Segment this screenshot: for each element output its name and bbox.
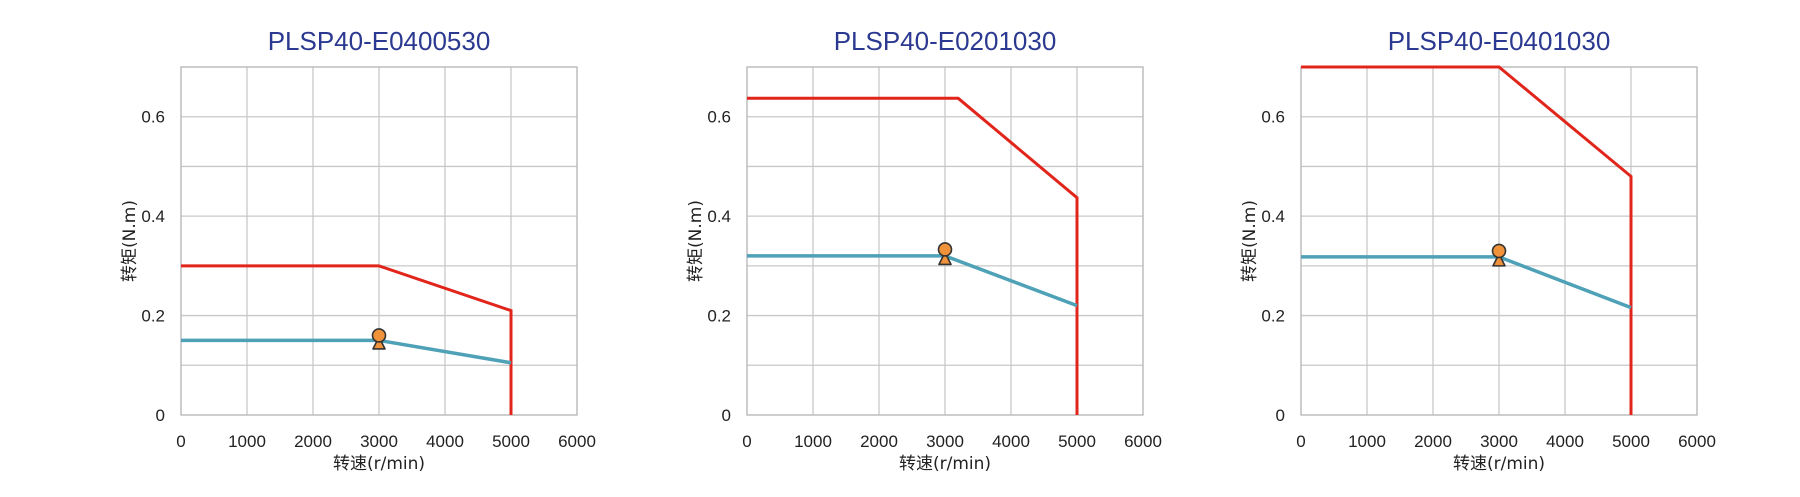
chart-3-y-axis-label: 转矩(N.m) [1240, 200, 1260, 282]
chart-3-peak-torque-line [1301, 65, 1633, 415]
chart-3-rated-triangle-marker [1492, 253, 1506, 267]
chart-2-x-tick-label: 0 [742, 432, 751, 451]
chart-2-x-tick-label: 6000 [1124, 432, 1162, 451]
chart-1-title: PLSP40-E0400530 [268, 26, 491, 56]
chart-1-plot-frame [180, 66, 578, 416]
chart-3-rated-circle-marker [1491, 243, 1507, 259]
chart-2-x-tick-label: 4000 [992, 432, 1030, 451]
chart-2-plot-frame [746, 66, 1144, 416]
chart-1-x-tick-label: 5000 [492, 432, 530, 451]
chart-2-title: PLSP40-E0201030 [834, 26, 1057, 56]
chart-2-x-tick-label: 5000 [1058, 432, 1096, 451]
chart-1-y-tick-label: 0 [156, 406, 165, 425]
chart-1-x-tick-label: 6000 [558, 432, 596, 451]
chart-3-x-tick-label: 3000 [1480, 432, 1518, 451]
chart-2-rated-triangle-marker [938, 251, 952, 266]
chart-2-y-axis-label: 转矩(N.m) [686, 200, 706, 282]
chart-3-x-axis-label: 转速(r/min) [1453, 454, 1545, 474]
chart-3-x-tick-label: 4000 [1546, 432, 1584, 451]
chart-2-y-tick-label: 0.4 [707, 207, 731, 226]
chart-1: PLSP40-E0400530 0 1000 2000 3000 4000 5000 6000… [120, 26, 596, 474]
chart-3-title: PLSP40-E0401030 [1388, 26, 1611, 56]
chart-2-x-tick-label: 2000 [860, 432, 898, 451]
chart-1-y-tick-label: 0.4 [141, 207, 165, 226]
chart-3-y-tick-label: 0.2 [1261, 307, 1285, 326]
chart-1-x-axis-label: 转速(r/min) [333, 454, 425, 474]
chart-2-y-tick-label: 0 [722, 406, 731, 425]
chart-1-rated-triangle-marker [372, 336, 386, 350]
chart-3-x-tick-label: 1000 [1348, 432, 1386, 451]
chart-1-y-axis-label: 转矩(N.m) [120, 200, 140, 282]
chart-2-y-tick-label: 0.6 [707, 108, 731, 127]
chart-2-peak-torque-line [747, 96, 1079, 415]
chart-2-x-axis-label: 转速(r/min) [899, 454, 991, 474]
chart-1-x-tick-label: 0 [176, 432, 185, 451]
chart-3-x-tick-label: 2000 [1414, 432, 1452, 451]
chart-1-x-tick-label: 1000 [228, 432, 266, 451]
chart-1-rated-circle-marker [371, 328, 387, 343]
chart-1-x-tick-label: 4000 [426, 432, 464, 451]
chart-1-x-tick-label: 3000 [360, 432, 398, 451]
chart-3-y-tick-label: 0.6 [1261, 108, 1285, 127]
chart-2-x-tick-label: 1000 [794, 432, 832, 451]
chart-1-rated-torque-line [181, 338, 512, 365]
chart-2: PLSP40-E0201030 0 1000 2000 3000 4000 5000 6000… [686, 26, 1162, 474]
chart-3-y-tick-label: 0 [1276, 406, 1285, 425]
chart-2-rated-circle-marker [937, 242, 953, 257]
chart-2-y-tick-label: 0.2 [707, 307, 731, 326]
chart-3-rated-torque-line [1301, 255, 1632, 310]
chart-3: PLSP40-E0401030 0 1000 2000 3000 4000 5000 6000… [1240, 26, 1716, 474]
chart-3-y-tick-label: 0.4 [1261, 207, 1285, 226]
chart-3-x-tick-label: 6000 [1678, 432, 1716, 451]
chart-3-x-tick-label: 5000 [1612, 432, 1650, 451]
chart-2-rated-torque-line [747, 254, 1078, 308]
chart-1-y-tick-label: 0.2 [141, 307, 165, 326]
chart-3-x-tick-label: 0 [1296, 432, 1305, 451]
chart-1-x-tick-label: 2000 [294, 432, 332, 451]
chart-1-y-tick-label: 0.6 [141, 108, 165, 127]
chart-2-x-tick-label: 3000 [926, 432, 964, 451]
